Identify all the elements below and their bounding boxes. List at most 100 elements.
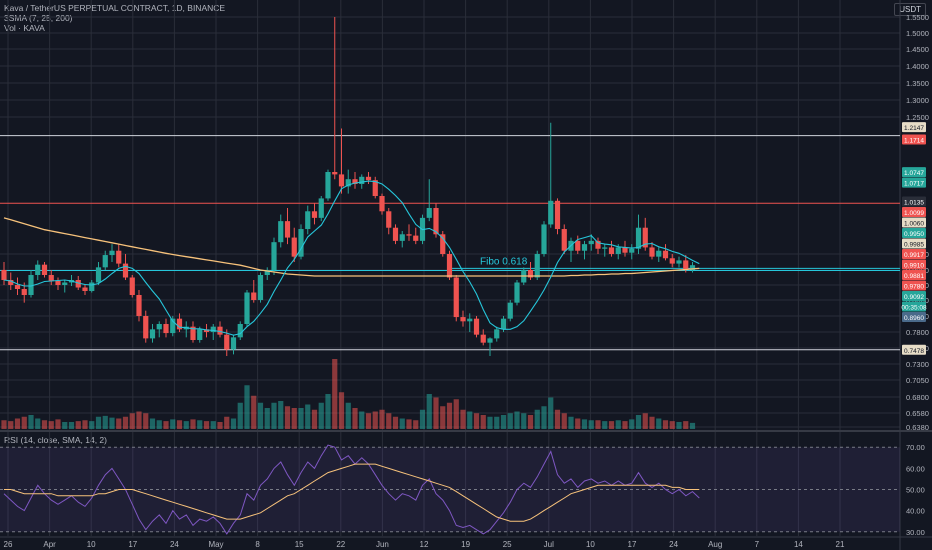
volume-bar: [581, 419, 588, 429]
volume-bar: [446, 402, 453, 429]
volume-bar: [480, 415, 486, 429]
volume-bar: [399, 418, 405, 429]
price-axis-label: 0.9950: [904, 231, 924, 238]
price-axis-label-bg: [902, 259, 926, 270]
candle-body: [440, 234, 446, 254]
candle-body: [386, 211, 392, 228]
volume-bar: [352, 408, 358, 429]
volume-bar: [62, 422, 68, 429]
rsi-tick-label: 50.00: [906, 486, 925, 495]
x-tick-label: 19: [461, 540, 470, 549]
x-tick-label: 25: [503, 540, 512, 549]
volume-bar: [8, 421, 14, 429]
candle-body: [352, 179, 358, 184]
candle-body: [325, 172, 331, 199]
volume-bar: [75, 421, 81, 429]
candle-body: [575, 240, 581, 251]
volume-bar: [426, 394, 432, 429]
volume-bar: [325, 394, 331, 429]
candle-body: [561, 229, 567, 251]
candle-body: [480, 334, 486, 343]
candle-body: [230, 337, 237, 350]
price-tick-label: 0.7800: [906, 328, 929, 337]
price-tick-label: 1.2500: [906, 113, 929, 122]
volume-bar: [568, 416, 574, 429]
volume-bar: [365, 413, 372, 429]
candle-body: [656, 250, 662, 257]
candle-body: [82, 287, 88, 291]
volume-bar: [588, 420, 594, 429]
volume-bar: [116, 418, 122, 429]
candle-body: [446, 254, 453, 278]
volume-bar: [635, 415, 642, 429]
x-tick-label: May: [208, 540, 223, 549]
candle-body: [379, 196, 385, 212]
rsi-line: [3, 444, 700, 535]
rsi-legend[interactable]: RSI (14, close, SMA, 14, 2): [4, 435, 107, 445]
candle-body: [116, 250, 122, 264]
volume-bar: [514, 411, 520, 429]
volume-bar: [649, 416, 655, 429]
candle-body: [305, 211, 311, 230]
candle-body: [291, 237, 297, 257]
volume-bar: [602, 421, 608, 429]
sma-legend[interactable]: 3SMA (7, 25, 200): [4, 13, 73, 23]
rsi-tick-label: 30.00: [906, 528, 925, 537]
volume-bar: [561, 413, 567, 429]
candle-body: [278, 221, 284, 243]
currency-button[interactable]: USDT: [894, 3, 926, 16]
volume-bar: [554, 409, 561, 429]
candle-body: [224, 334, 230, 350]
sma-200-line: [3, 217, 700, 277]
candle-body: [467, 318, 473, 322]
volume-bar: [278, 401, 284, 429]
candle-body: [541, 224, 547, 254]
volume-legend[interactable]: Vol · KAVA: [4, 23, 45, 33]
volume-bar: [595, 420, 601, 429]
price-axis-label-bg: [902, 228, 926, 239]
x-tick-label: 14: [794, 540, 803, 549]
candle-body: [338, 174, 345, 187]
price-axis-label: 1.0717: [904, 181, 924, 188]
price-axis-label: 0.8960: [904, 315, 924, 322]
candle-body: [1, 270, 7, 280]
x-tick-label: 7: [755, 540, 760, 549]
candle-body: [365, 176, 372, 181]
volume-bar: [419, 409, 426, 429]
candle-body: [629, 248, 635, 253]
candle-body: [406, 234, 412, 236]
price-tick-label: 1.3000: [906, 96, 929, 105]
candle-body: [129, 277, 135, 295]
price-tick-label: 0.6580: [906, 409, 929, 418]
volume-bar: [109, 417, 115, 429]
price-axis-label-bg: [902, 196, 926, 207]
candle-body: [28, 275, 34, 295]
price-axis-label-bg: [902, 280, 926, 291]
volume-bar: [28, 415, 34, 429]
volume-bar: [386, 413, 392, 429]
candle-body: [143, 316, 149, 339]
candle-body: [345, 179, 351, 187]
x-tick-label: 22: [336, 540, 345, 549]
price-axis-label-bg: [902, 249, 926, 260]
price-tick-label: 1.4000: [906, 62, 929, 71]
candle-body: [662, 250, 669, 259]
volume-bar: [338, 392, 345, 429]
price-axis-label-bg: [902, 134, 926, 145]
volume-bar: [615, 420, 621, 429]
candle-body: [527, 270, 534, 278]
volume-bar: [102, 415, 108, 429]
price-tick-label: 0.6800: [906, 393, 929, 402]
volume-bar: [264, 408, 270, 429]
volume-bar: [21, 416, 27, 429]
price-axis-label: 0.9917: [904, 252, 924, 259]
price-axis-label-bg: [902, 177, 926, 188]
candle-body: [35, 264, 41, 275]
candle-body: [332, 172, 338, 175]
volume-bar: [345, 402, 351, 429]
volume-bar: [176, 420, 183, 429]
price-axis-label: 1.0099: [904, 210, 924, 217]
price-axis-label: 1.0135: [904, 200, 924, 207]
candle-body: [548, 200, 554, 225]
